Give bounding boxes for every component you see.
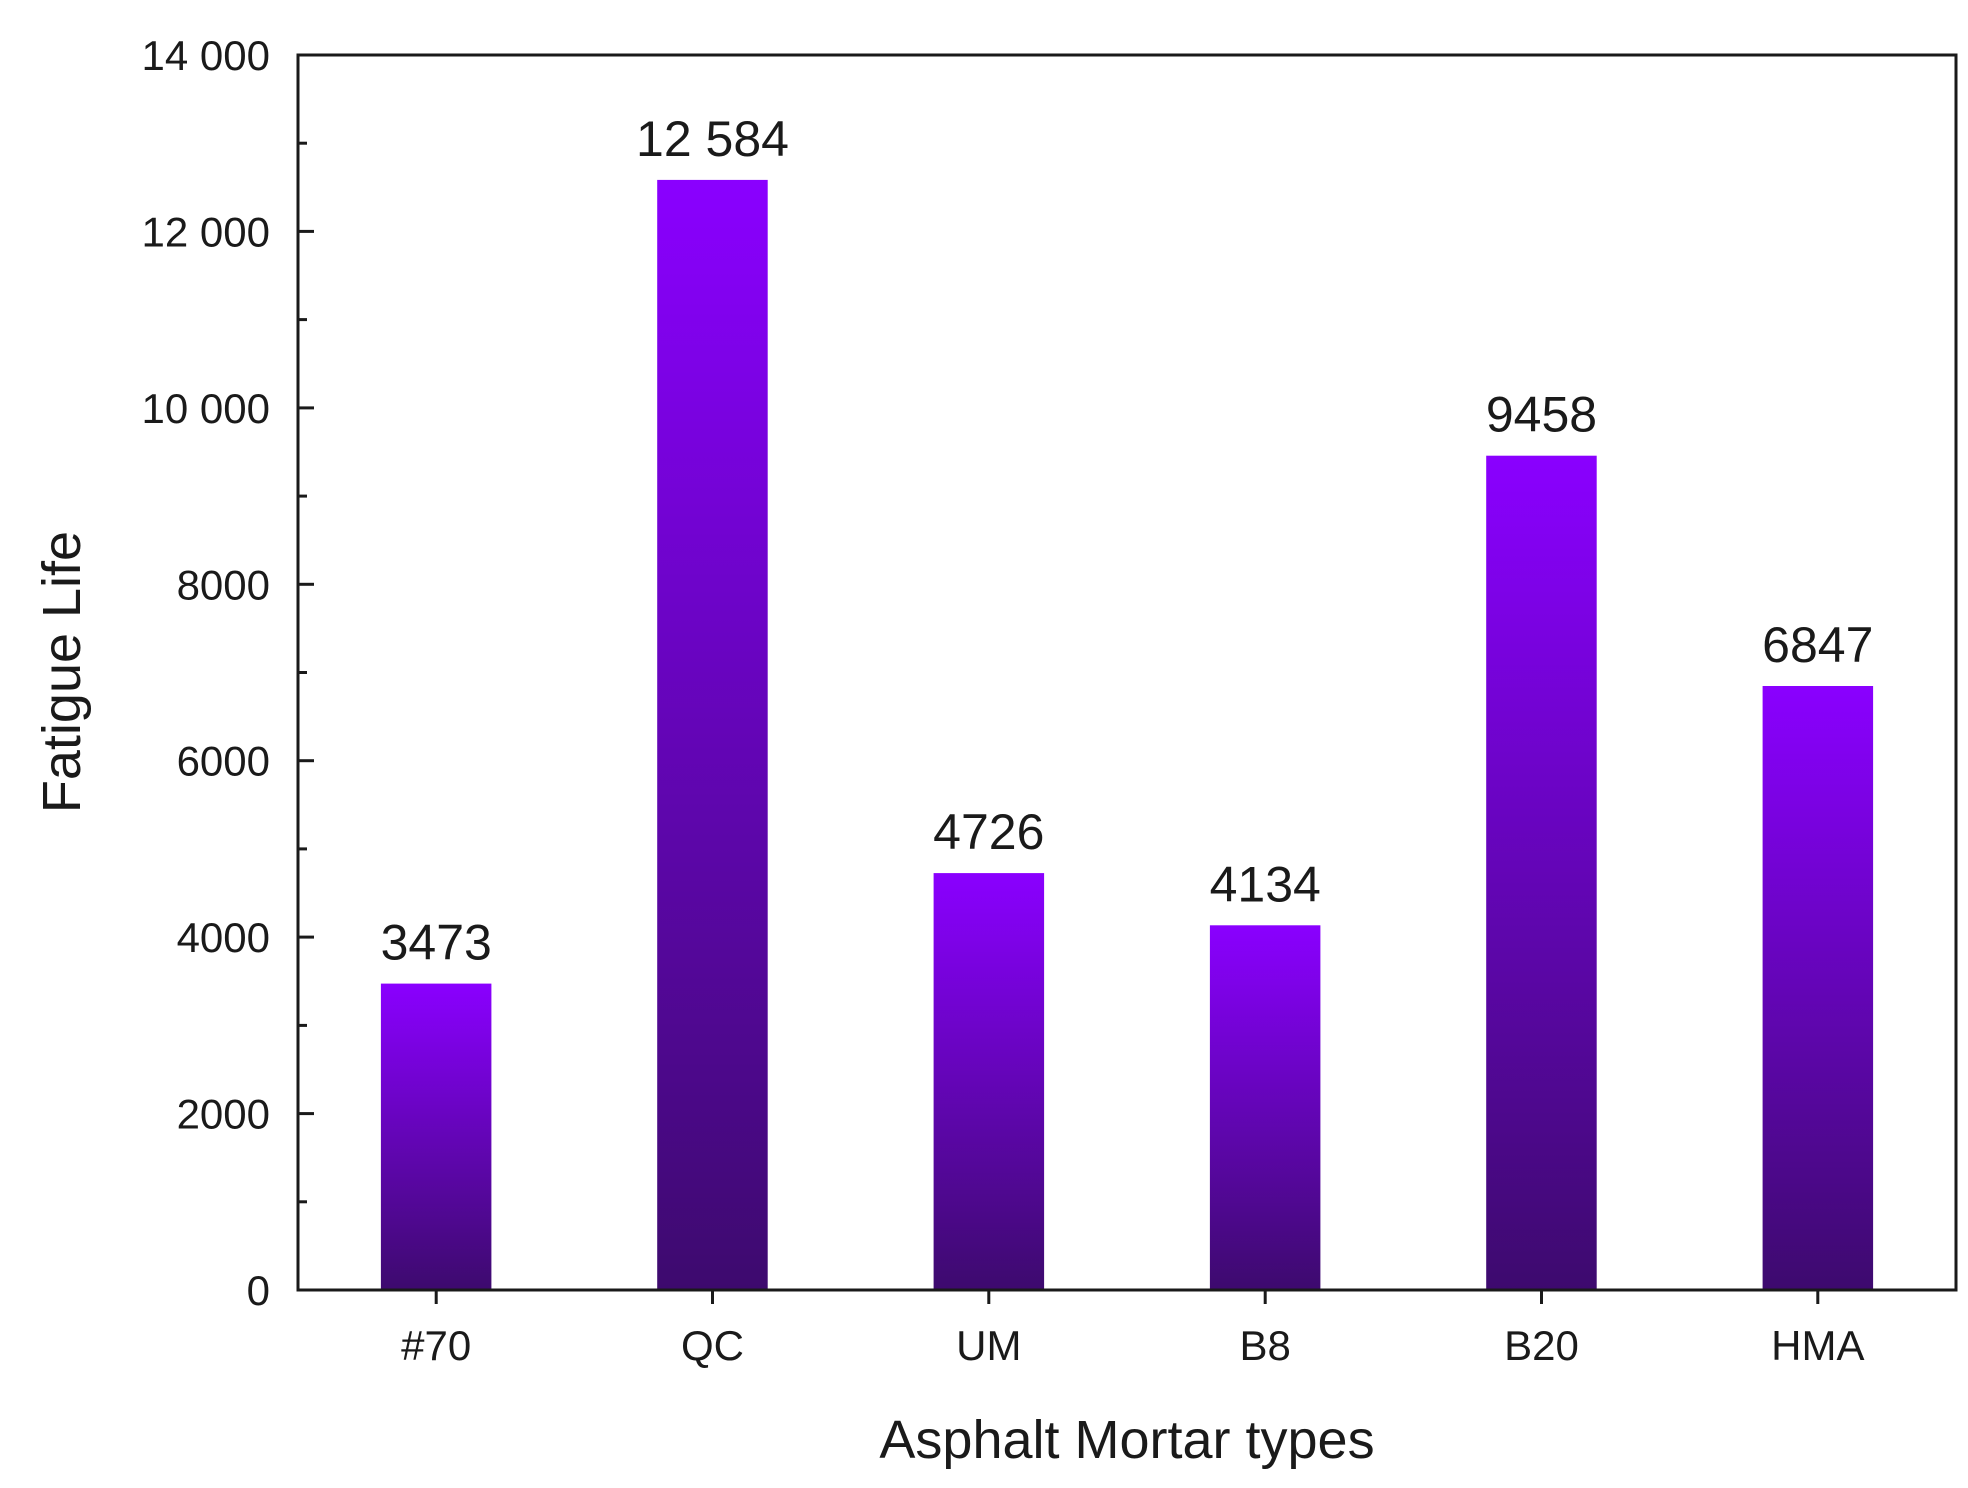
plot-frame [296,53,1958,1292]
x-tick-label: #70 [401,1322,471,1369]
data-label: 6847 [1762,617,1873,673]
data-label: 3473 [381,915,492,971]
data-label: 12 584 [636,111,789,167]
y-tick-label: 12 000 [142,208,270,255]
data-labels-layer: 3473 12 584 4726 4134 9458 6847 [381,111,1874,971]
bar-hma [1762,686,1874,1290]
x-tick-label: UM [956,1322,1021,1369]
y-tick-label: 0 [247,1267,270,1314]
x-tick-label: HMA [1771,1322,1864,1369]
y-axis-title: Fatigue Life [32,531,92,813]
bars-layer [380,179,1874,1290]
bar-um [933,873,1045,1290]
x-tick-label: B8 [1240,1322,1291,1369]
bar-70 [380,983,492,1290]
data-label: 9458 [1486,387,1597,443]
bar-qc [657,179,768,1290]
x-axis-ticks: #70 QC UM B8 B20 HMA [401,1290,1864,1369]
x-tick-label: QC [681,1322,744,1369]
y-tick-label: 8000 [177,561,270,608]
bar-b8 [1209,925,1321,1290]
y-tick-label: 6000 [177,738,270,785]
y-tick-label: 2000 [177,1091,270,1138]
data-label: 4134 [1210,856,1321,912]
x-tick-label: B20 [1504,1322,1579,1369]
bar-b20 [1486,455,1597,1290]
x-axis-title: Asphalt Mortar types [879,1410,1374,1470]
data-label: 4726 [933,804,1044,860]
y-tick-label: 10 000 [142,385,270,432]
y-axis-ticks: 0 2000 4000 6000 8000 10 000 12 000 14 000 [142,32,314,1314]
y-tick-label: 4000 [177,914,270,961]
y-tick-label: 14 000 [142,32,270,79]
